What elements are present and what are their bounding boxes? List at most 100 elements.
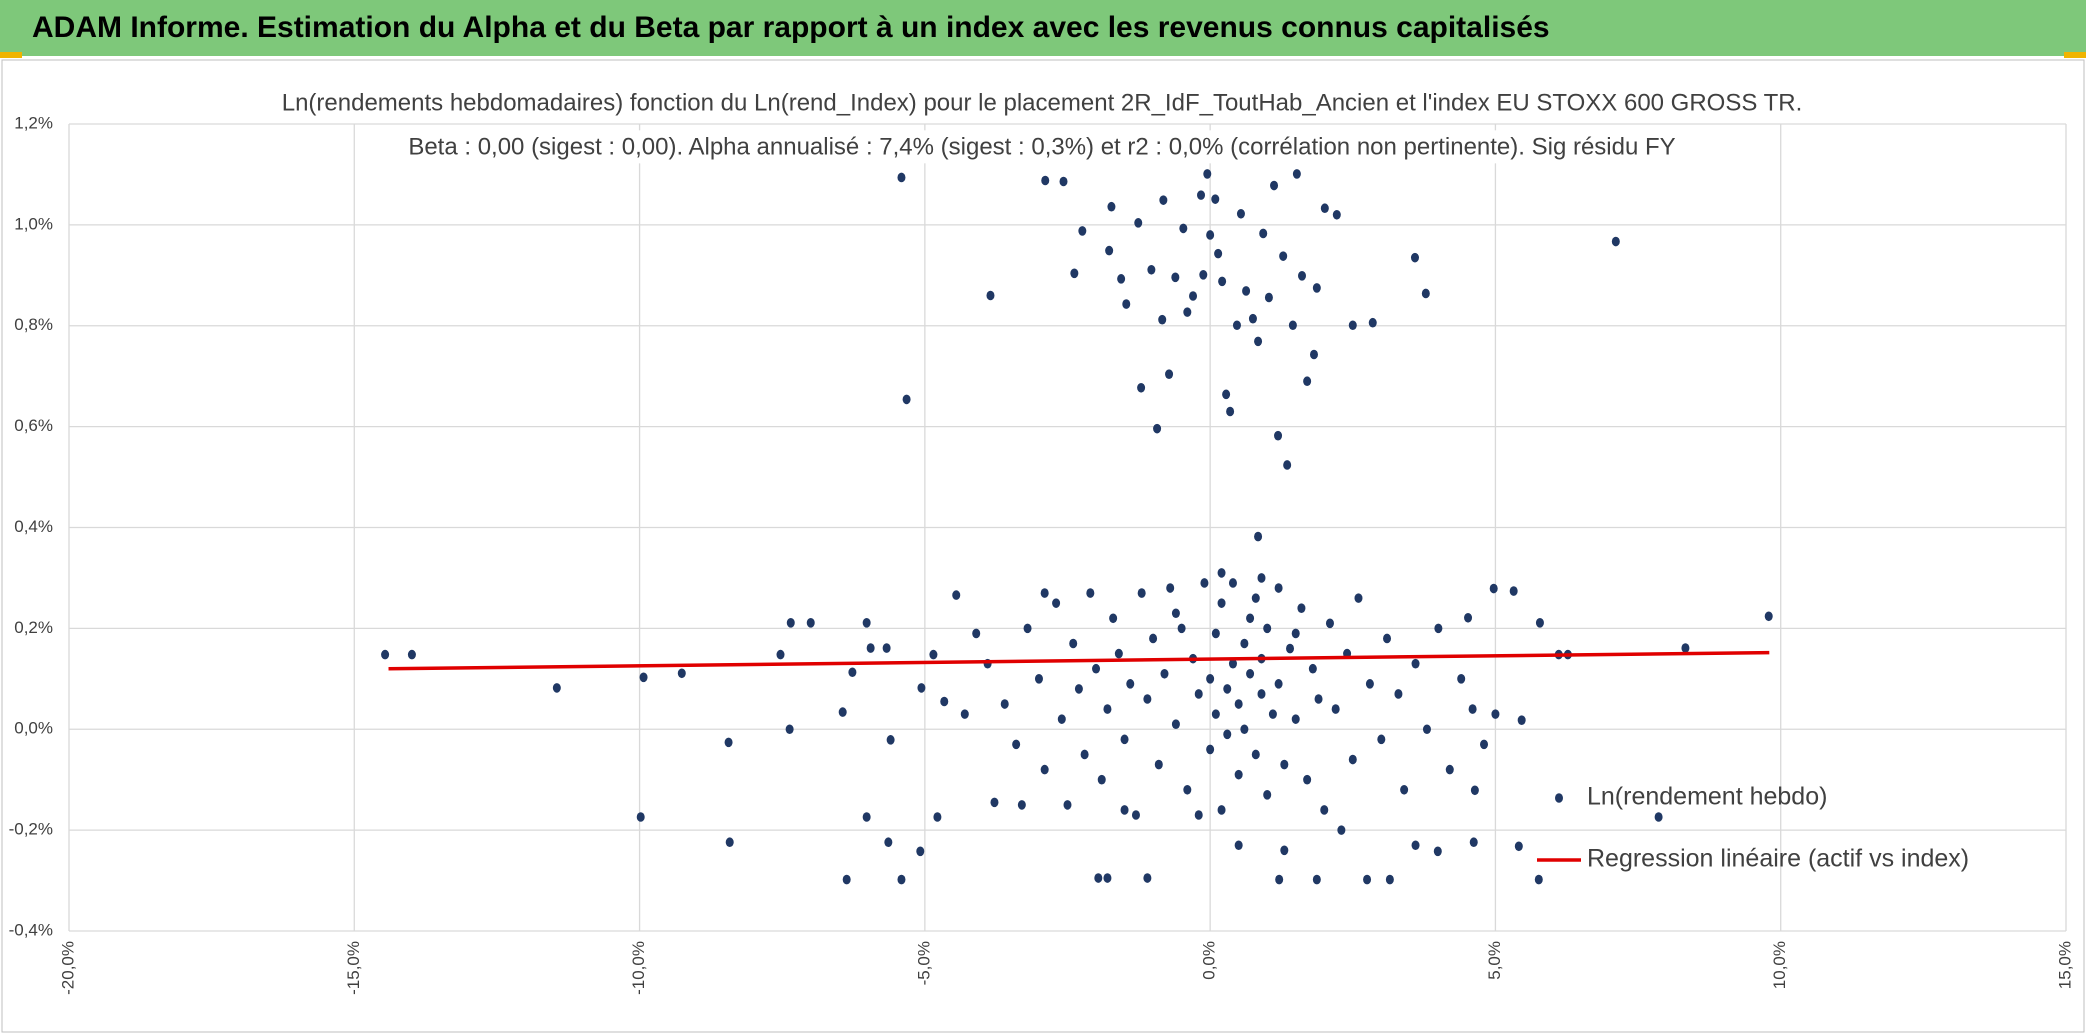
point [1312,874,1321,885]
x-tick-label: 10,0% [1770,941,1789,989]
point [1097,774,1106,785]
point [1280,845,1289,856]
point [1514,841,1523,852]
legend-label: Ln(rendement hebdo) [1587,783,1827,811]
point [1211,709,1220,719]
point [1377,734,1386,745]
point [1288,320,1297,331]
point [1337,825,1346,835]
point [972,628,981,639]
grid [68,123,2067,932]
point [1457,674,1466,684]
point [776,649,785,660]
point [407,649,416,660]
point [1297,603,1306,613]
point [1223,684,1232,694]
point [1259,228,1268,239]
title-background [273,86,1811,120]
point [1228,658,1237,669]
x-tick-label: -5,0% [914,941,933,985]
point [1165,369,1174,379]
point [1383,633,1392,644]
point [1206,744,1215,755]
point [1283,460,1292,470]
chart-subtitle: Beta : 0,00 (sigest : 0,00). Alpha annua… [408,133,1675,160]
point [1365,679,1374,689]
point [1179,223,1188,234]
y-tick-label: 0,6% [14,416,53,435]
point [1348,754,1357,765]
point [1279,251,1288,261]
point [1226,406,1235,417]
point [1211,194,1220,204]
point [1217,568,1226,578]
y-tick-label: -0,4% [9,920,53,939]
point [806,618,815,628]
point [1242,286,1251,296]
point [1059,176,1068,187]
y-tick-label: 1,2% [14,113,53,132]
point [1183,784,1192,795]
point [1120,734,1129,745]
point [1103,704,1112,714]
point [902,394,911,405]
point [1240,638,1249,649]
point [639,672,648,683]
title-background [400,130,1684,164]
header-bar [0,0,2086,56]
point [381,649,390,660]
y-tick-label: 0,2% [14,618,53,637]
point [1325,618,1334,629]
point [1309,349,1318,360]
point [1143,694,1152,704]
point [1268,709,1277,719]
point [990,797,999,808]
point [1303,774,1312,785]
point [1194,810,1203,820]
point [1222,389,1231,400]
point [1143,873,1152,883]
point [866,643,875,653]
point [1200,578,1209,588]
point [1078,226,1087,236]
point [1251,749,1260,760]
labels: -0,4% -0,2% 0,0% 0,2% 0,4% 0,6% 0,8% 1,0% 1,2% -2… [9,86,2074,995]
point [1214,248,1223,259]
point [1298,271,1307,281]
point [986,290,995,301]
point [1292,169,1301,179]
point [724,737,733,748]
point [1117,274,1126,284]
point [1057,714,1066,724]
point [1534,874,1543,885]
point [1257,573,1266,583]
y-tick-label: 0,4% [14,517,53,536]
point [1274,430,1283,441]
y-tick-label: -0,2% [9,820,53,839]
point [862,618,871,628]
point [1137,588,1146,598]
point [1092,663,1101,674]
point [1348,320,1357,331]
point [1246,668,1255,679]
point [1217,598,1226,608]
point [952,590,961,600]
point [1166,583,1175,593]
point [1320,805,1329,815]
point [1400,784,1409,795]
point [1070,268,1079,279]
point [1012,739,1021,750]
point [1248,313,1257,324]
header-title: ADAM Informe. Estimation du Alpha et du … [32,11,1550,44]
legend-label: Regression linéaire (actif vs index) [1587,845,1969,873]
point [940,696,949,707]
point [1183,307,1192,317]
point [929,649,938,660]
point [897,874,906,885]
x-tick-label: -10,0% [629,941,648,995]
point [1410,252,1419,263]
point [1211,628,1220,639]
point [1160,668,1169,679]
